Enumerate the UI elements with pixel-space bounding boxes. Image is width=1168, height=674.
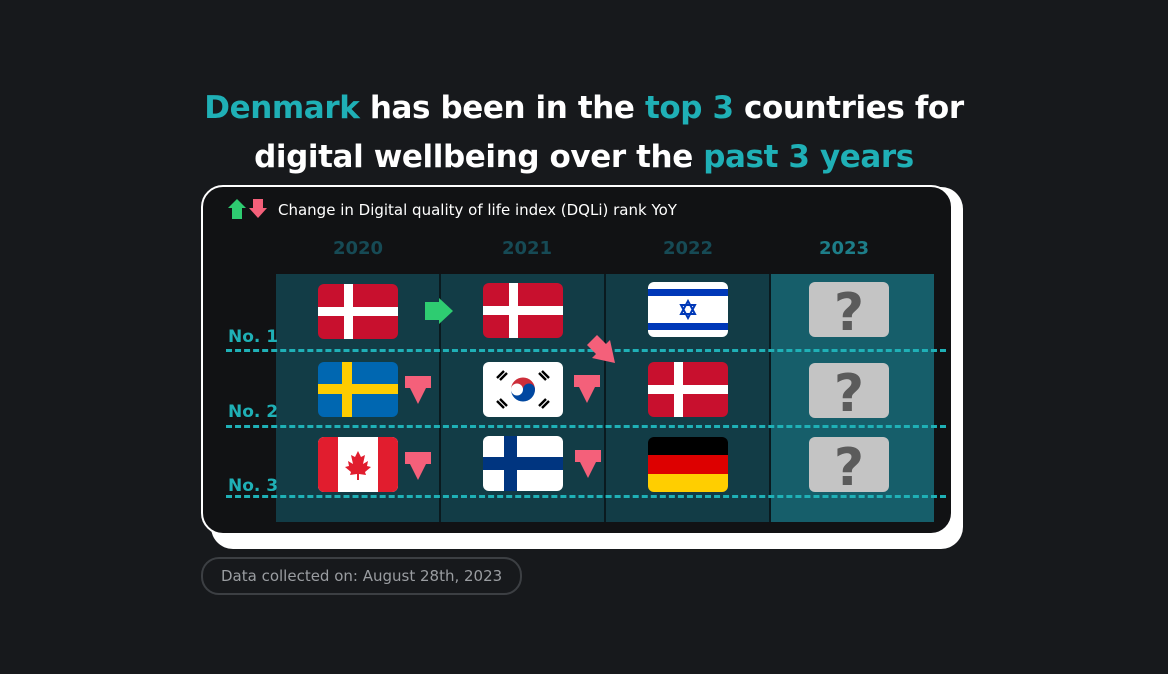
rank-label-1: No. 1 <box>228 327 279 347</box>
headline-part1: has been in the <box>359 90 645 126</box>
column-divider <box>604 274 606 522</box>
denmark-flag-icon <box>318 284 398 339</box>
red-down-arrow-icon <box>404 452 432 484</box>
rank-line-3 <box>226 495 946 498</box>
red-diagonal-down-arrow-icon <box>586 334 616 368</box>
rank-line-2 <box>226 425 946 428</box>
svg-text:?: ? <box>834 283 864 337</box>
headline: Denmark has been in the top 3 countries … <box>0 84 1168 182</box>
denmark-flag-icon <box>483 283 563 338</box>
svg-text:?: ? <box>834 438 864 492</box>
headline-part2: countries for <box>733 90 964 126</box>
germany-flag-icon <box>648 437 728 492</box>
israel-flag-icon <box>648 282 728 337</box>
rank-label-3: No. 3 <box>228 476 279 496</box>
headline-highlight-years: past 3 years <box>703 139 914 175</box>
sweden-flag-icon <box>318 362 398 417</box>
canada-flag-icon <box>318 437 398 492</box>
column-divider <box>769 274 771 522</box>
green-right-arrow-icon <box>425 298 453 328</box>
finland-flag-icon <box>483 436 563 491</box>
headline-part3: digital wellbeing over the <box>254 139 704 175</box>
column-divider <box>439 274 441 522</box>
red-down-arrow-icon <box>573 375 601 407</box>
legend-text: Change in Digital quality of life index … <box>278 201 677 219</box>
headline-highlight-top3: top 3 <box>644 90 734 126</box>
red-down-arrow-icon <box>574 450 602 482</box>
green-up-arrow-icon <box>228 199 246 219</box>
year-label-2020: 2020 <box>332 238 384 259</box>
rank-label-2: No. 2 <box>228 402 279 422</box>
year-label-2021: 2021 <box>501 238 553 259</box>
legend-icons <box>228 198 270 222</box>
rank-line-1 <box>226 349 946 352</box>
year-label-2023: 2023 <box>818 238 870 259</box>
year-label-2022: 2022 <box>662 238 714 259</box>
red-down-arrow-icon <box>404 376 432 408</box>
data-collected-badge: Data collected on: August 28th, 2023 <box>201 557 523 595</box>
headline-country: Denmark <box>204 90 360 126</box>
denmark-flag-icon <box>648 362 728 417</box>
unknown-placeholder-icon: ? <box>809 282 889 337</box>
red-down-arrow-icon <box>249 199 267 218</box>
unknown-placeholder-icon: ? <box>809 437 889 492</box>
south-korea-flag-icon <box>483 362 563 417</box>
svg-text:?: ? <box>834 364 864 418</box>
unknown-placeholder-icon: ? <box>809 363 889 418</box>
